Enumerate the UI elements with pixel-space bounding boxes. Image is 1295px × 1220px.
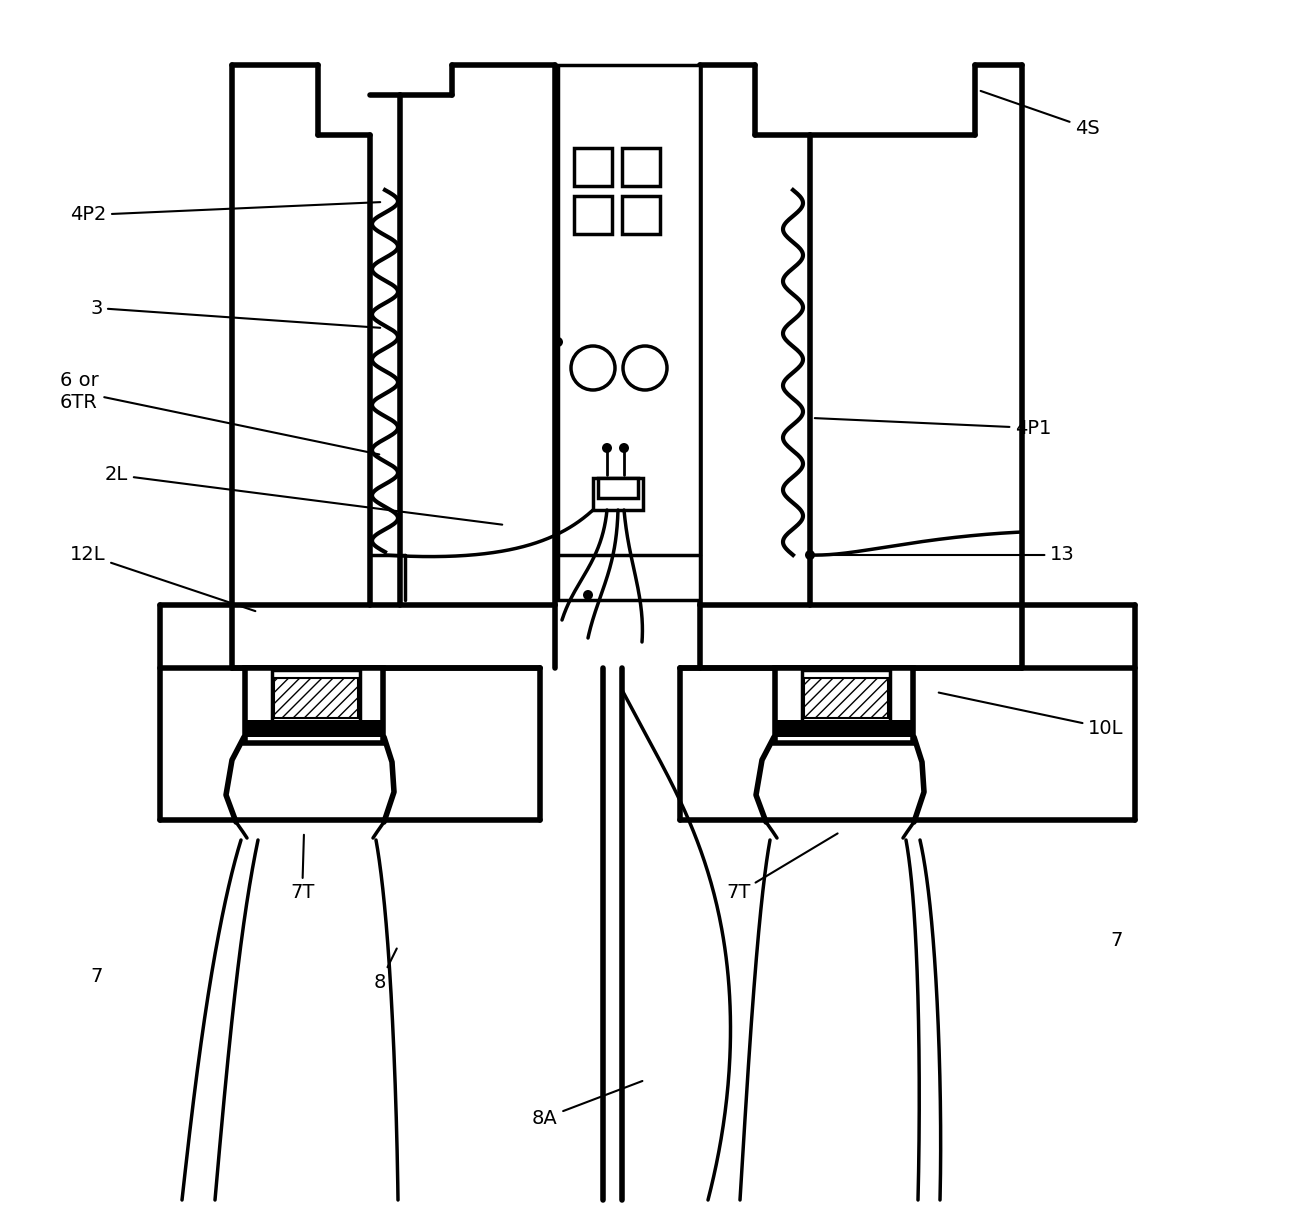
Text: 7T: 7T xyxy=(290,834,315,903)
Bar xyxy=(272,670,360,722)
Text: 4P2: 4P2 xyxy=(70,203,381,224)
Text: 13: 13 xyxy=(815,545,1075,565)
Bar xyxy=(774,720,914,737)
Bar xyxy=(622,196,660,234)
Text: 4P1: 4P1 xyxy=(815,418,1052,438)
Bar xyxy=(245,669,383,743)
Bar xyxy=(774,669,913,743)
Text: 10L: 10L xyxy=(939,693,1124,738)
Bar xyxy=(275,678,357,719)
Circle shape xyxy=(619,443,629,453)
Text: 8A: 8A xyxy=(532,1081,642,1127)
Bar xyxy=(574,196,613,234)
Bar xyxy=(558,65,701,600)
Text: 7T: 7T xyxy=(726,833,838,903)
Bar xyxy=(598,478,638,498)
Circle shape xyxy=(583,590,593,600)
Circle shape xyxy=(602,443,613,453)
Bar xyxy=(622,148,660,185)
Bar xyxy=(804,678,888,719)
Text: 3: 3 xyxy=(89,299,381,328)
Bar xyxy=(574,148,613,185)
Text: 8: 8 xyxy=(374,948,396,992)
Circle shape xyxy=(553,337,563,346)
Text: 4S: 4S xyxy=(980,92,1099,138)
Circle shape xyxy=(805,550,815,560)
Text: 6 or
6TR: 6 or 6TR xyxy=(60,372,379,454)
Bar xyxy=(802,670,890,722)
Text: 12L: 12L xyxy=(70,545,255,611)
Text: 7: 7 xyxy=(1110,931,1123,949)
Text: 7: 7 xyxy=(89,966,102,986)
Bar xyxy=(243,720,385,737)
Text: 2L: 2L xyxy=(105,466,502,525)
Bar xyxy=(593,478,644,510)
